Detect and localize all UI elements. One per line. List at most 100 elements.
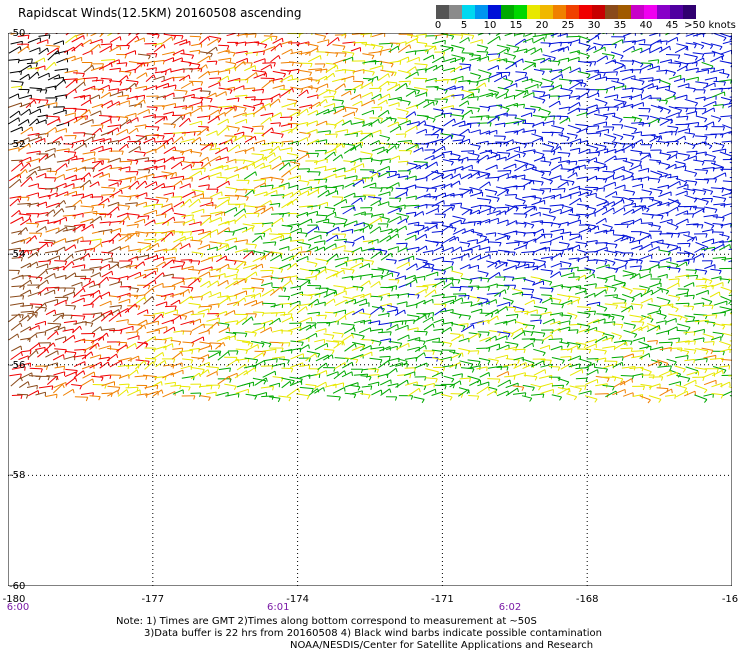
colorbar-swatch bbox=[670, 5, 683, 19]
wind-barb-feather bbox=[205, 168, 206, 172]
wind-barb-feather bbox=[658, 60, 659, 64]
wind-barb-feather bbox=[427, 163, 428, 167]
wind-barb bbox=[570, 234, 580, 235]
wind-barb bbox=[200, 91, 211, 92]
wind-barb-feather bbox=[579, 108, 580, 112]
wind-barb-feather bbox=[319, 205, 320, 209]
wind-barb-feather bbox=[541, 48, 542, 52]
wind-barb bbox=[264, 36, 277, 37]
wind-barb-feather bbox=[713, 122, 714, 126]
wind-barb-feather bbox=[23, 217, 24, 221]
wind-barb bbox=[505, 195, 517, 196]
wind-barb-feather bbox=[708, 70, 709, 74]
wind-barb bbox=[315, 150, 326, 151]
wind-barb-feather bbox=[426, 289, 427, 293]
map-title: Rapidscat Winds(12.5KM) 20160508 ascendi… bbox=[18, 6, 302, 20]
wind-barb-feather bbox=[444, 57, 445, 61]
wind-barb bbox=[693, 208, 705, 209]
wind-barb-feather bbox=[174, 186, 175, 190]
colorbar-swatch bbox=[488, 5, 501, 19]
wind-barb-feather bbox=[339, 227, 340, 231]
wind-barb-feather bbox=[330, 90, 331, 94]
wind-barb-feather bbox=[265, 206, 266, 210]
wind-barb-feather bbox=[687, 66, 688, 70]
wind-barb-feather bbox=[372, 92, 373, 96]
wind-barb-feather bbox=[236, 295, 237, 299]
wind-barb-feather bbox=[641, 219, 642, 223]
wind-barb-feather bbox=[352, 229, 353, 233]
wind-barb-feather bbox=[679, 283, 680, 287]
wind-barb-feather bbox=[280, 94, 281, 98]
wind-barb-feather bbox=[396, 286, 397, 290]
colorbar-label: 25 bbox=[562, 20, 575, 31]
wind-barb-feather bbox=[719, 292, 720, 296]
wind-barb-feather bbox=[570, 232, 571, 236]
wind-barb-feather bbox=[209, 272, 210, 276]
wind-barb-feather bbox=[222, 192, 223, 196]
wind-barb bbox=[262, 63, 275, 64]
wind-barb-feather bbox=[562, 74, 563, 78]
wind-barb-feather bbox=[191, 164, 192, 168]
wind-barb-feather bbox=[94, 248, 95, 252]
wind-barb bbox=[361, 214, 373, 215]
wind-barb-feather bbox=[389, 94, 390, 98]
wind-barb-feather bbox=[661, 136, 662, 140]
wind-barb-feather bbox=[688, 219, 689, 223]
colorbar-swatch bbox=[449, 5, 462, 19]
wind-barb-map bbox=[8, 33, 732, 586]
colorbar-swatch bbox=[436, 5, 449, 19]
wind-barb-feather bbox=[524, 33, 525, 37]
wind-barb-feather bbox=[409, 262, 410, 266]
wind-barb-feather bbox=[66, 217, 67, 221]
wind-barb bbox=[566, 36, 580, 37]
wind-barb-feather bbox=[598, 36, 599, 40]
wind-barb bbox=[614, 224, 628, 225]
wind-barb-feather bbox=[362, 101, 363, 105]
wind-barb-feather bbox=[347, 130, 348, 134]
wind-barb-feather bbox=[245, 136, 246, 140]
wind-barb-feather bbox=[472, 249, 473, 253]
wind-barb-feather bbox=[141, 104, 142, 108]
wind-barb-feather bbox=[168, 222, 169, 226]
wind-barb-feather bbox=[111, 46, 112, 50]
wind-barb bbox=[371, 296, 382, 297]
wind-barb bbox=[576, 214, 589, 215]
wind-barb bbox=[189, 81, 203, 82]
wind-barb-feather bbox=[461, 247, 462, 251]
wind-barb-feather bbox=[364, 122, 365, 126]
wind-barb-feather bbox=[357, 176, 358, 180]
wind-barb bbox=[630, 70, 641, 71]
wind-barb-feather bbox=[192, 178, 193, 182]
wind-barb bbox=[30, 304, 42, 305]
wind-barb bbox=[335, 223, 345, 224]
wind-barb bbox=[80, 278, 90, 279]
wind-barb-feather bbox=[455, 170, 456, 174]
wind-barb-feather bbox=[245, 279, 246, 283]
wind-barb-feather bbox=[320, 56, 321, 60]
wind-barb bbox=[164, 124, 176, 125]
wind-barb-feather bbox=[292, 148, 293, 152]
wind-barb bbox=[171, 35, 183, 36]
wind-barb-feather bbox=[416, 196, 417, 200]
wind-barb-feather bbox=[298, 224, 299, 228]
wind-barb-feather bbox=[569, 107, 570, 111]
wind-barb-feather bbox=[689, 232, 690, 236]
wind-barb-feather bbox=[99, 95, 100, 99]
wind-barb-feather bbox=[318, 190, 319, 194]
wind-barb-feather bbox=[21, 71, 22, 75]
wind-barb bbox=[523, 123, 534, 124]
wind-barb-feather bbox=[262, 264, 263, 268]
wind-barb-feather bbox=[401, 216, 402, 220]
wind-barb-feather bbox=[326, 140, 327, 144]
wind-barb-feather bbox=[399, 183, 400, 187]
wind-barb-feather bbox=[312, 304, 313, 308]
wind-barb bbox=[541, 295, 551, 296]
colorbar-swatch bbox=[631, 5, 644, 19]
colorbar-swatch bbox=[683, 5, 696, 19]
wind-barb bbox=[224, 231, 234, 232]
wind-barb-feather bbox=[201, 108, 202, 112]
wind-barb-feather bbox=[226, 92, 227, 96]
wind-barb bbox=[66, 305, 76, 306]
colorbar-swatch bbox=[657, 5, 670, 19]
wind-barb-feather bbox=[423, 148, 424, 152]
